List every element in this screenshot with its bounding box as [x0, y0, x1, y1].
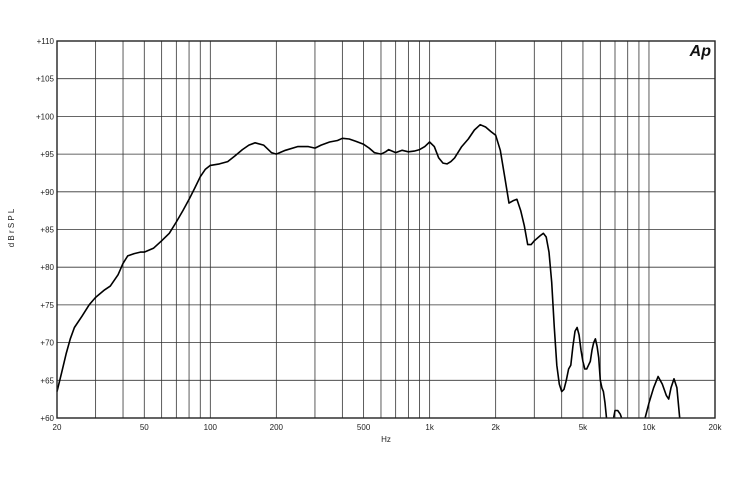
plot-frame: [56, 40, 716, 419]
y-tick-label: +105: [36, 75, 55, 84]
x-tick-label: 20k: [709, 423, 723, 432]
y-tick-label: +65: [40, 376, 54, 385]
y-tick-labels: +60 +65 +70 +75 +80 +85 +90 +95 +100 +105 +110: [36, 37, 55, 423]
y-tick-label: +110: [37, 37, 55, 46]
x-tick-label: 20: [53, 423, 62, 432]
y-tick-label: +60: [40, 414, 54, 423]
y-tick-label: +70: [40, 339, 54, 348]
x-tick-label: 1k: [425, 423, 434, 432]
y-tick-label: +85: [40, 226, 54, 235]
grid-lines: [56, 40, 716, 419]
x-tick-label: 50: [140, 423, 149, 432]
x-tick-labels: 20 50 100 200 500 1k 2k 5k 10k 20k: [53, 423, 723, 432]
x-tick-label: 200: [270, 423, 284, 432]
x-tick-label: 100: [204, 423, 218, 432]
y-axis-label: d B r S P L: [7, 208, 16, 247]
y-tick-label: +80: [40, 263, 54, 272]
series-line-segment: [644, 375, 681, 419]
x-tick-label: 2k: [491, 423, 500, 432]
x-tick-label: 10k: [643, 423, 657, 432]
y-tick-label: +100: [36, 112, 55, 121]
ap-logo: Ap: [689, 43, 712, 60]
response-curve: [56, 123, 681, 419]
x-tick-label: 500: [357, 423, 371, 432]
series-line-segment: [612, 409, 623, 419]
x-axis-label: Hz: [381, 435, 391, 444]
x-tick-label: 5k: [579, 423, 588, 432]
y-tick-label: +75: [40, 301, 54, 310]
y-tick-label: +95: [40, 150, 54, 159]
series-line-segment: [56, 123, 608, 419]
y-tick-label: +90: [40, 188, 54, 197]
